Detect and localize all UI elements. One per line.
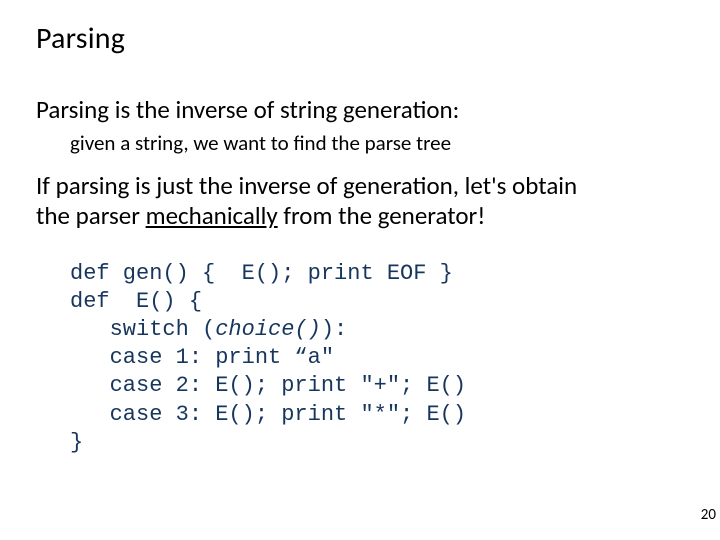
code-line-2: def E() { xyxy=(70,288,684,316)
code-line-1: def gen() { E(); print EOF } xyxy=(70,260,684,288)
code-block: def gen() { E(); print EOF }def E() { sw… xyxy=(70,260,684,457)
body-line-2a: If parsing is just the inverse of genera… xyxy=(36,171,684,202)
code-line-7: } xyxy=(70,429,684,457)
body-block-2: If parsing is just the inverse of genera… xyxy=(36,171,684,232)
code-line-6: case 3: E(); print "*"; E() xyxy=(70,401,684,429)
slide: Parsing Parsing is the inverse of string… xyxy=(0,0,720,540)
code-line-4: case 1: print “a" xyxy=(70,344,684,372)
body-line-2b-underlined: mechanically xyxy=(146,200,278,231)
slide-title: Parsing xyxy=(36,20,684,57)
code-line-3-ital: choice() xyxy=(215,317,321,342)
body-line-2b-post: from the generator! xyxy=(278,200,486,231)
code-line-3-post: ): xyxy=(321,317,347,342)
code-line-3-pre: switch ( xyxy=(70,317,215,342)
page-number: 20 xyxy=(701,506,716,524)
body-line-2b-pre: the parser xyxy=(36,200,146,231)
code-line-3: switch (choice()): xyxy=(70,316,684,344)
body-subline-1: given a string, we want to find the pars… xyxy=(70,130,684,157)
body-line-1: Parsing is the inverse of string generat… xyxy=(36,95,684,126)
body-line-2b: the parser mechanically from the generat… xyxy=(36,201,684,232)
code-line-5: case 2: E(); print "+"; E() xyxy=(70,372,684,400)
